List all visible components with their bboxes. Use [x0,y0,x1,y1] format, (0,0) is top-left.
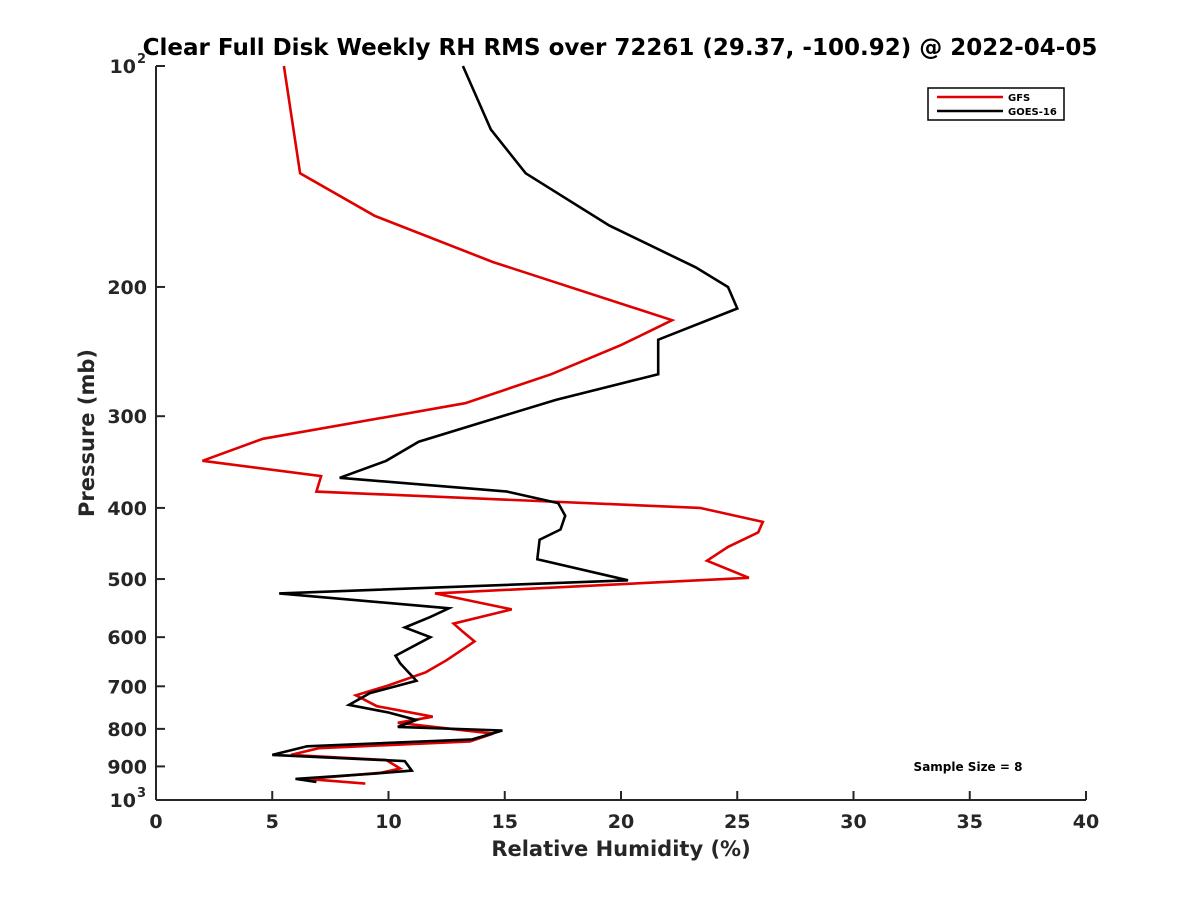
x-tick-label: 15 [492,811,518,833]
y-axis-label: Pressure (mb) [75,349,99,517]
series-line-goes16 [271,65,740,784]
x-tick-label: 0 [149,811,162,833]
y-tick-label: 400 [107,498,147,520]
sample-size-annotation: Sample Size = 8 [914,760,1023,774]
series-group [202,65,765,785]
x-tick-label: 35 [957,811,983,833]
y-tick-label: 200 [107,277,147,299]
x-axis-label: Relative Humidity (%) [491,837,750,861]
x-tick-label: 25 [724,811,750,833]
plot-area: 0 5 10 15 20 25 30 35 40 10 220030040050060070080… [107,52,1099,833]
y-tick-label: 10 [110,56,136,78]
legend: GFS GOES-16 [927,87,1065,121]
y-tick-label: 700 [107,676,147,698]
y-tick-label: 600 [107,627,147,649]
x-tick-label: 40 [1073,811,1099,833]
y-tick-exponent: 2 [137,52,146,67]
x-tick-label: 5 [266,811,279,833]
x-tick-label: 20 [608,811,634,833]
chart-title: Clear Full Disk Weekly RH RMS over 72261… [143,35,1098,61]
y-tick-label: 500 [107,569,147,591]
x-axis-ticks: 0 5 10 15 20 25 30 35 40 [149,791,1099,833]
legend-box [927,87,1065,121]
x-tick-label: 10 [375,811,401,833]
y-tick-label: 900 [107,756,147,778]
legend-label-gfs: GFS [1008,93,1030,104]
y-tick-label: 300 [107,406,147,428]
legend-label-goes16: GOES-16 [1008,107,1057,118]
x-tick-label: 30 [840,811,866,833]
y-tick-label: 10 [110,790,136,812]
y-tick-exponent: 3 [137,786,146,801]
series-line-gfs [202,65,765,785]
y-tick-label: 800 [107,719,147,741]
